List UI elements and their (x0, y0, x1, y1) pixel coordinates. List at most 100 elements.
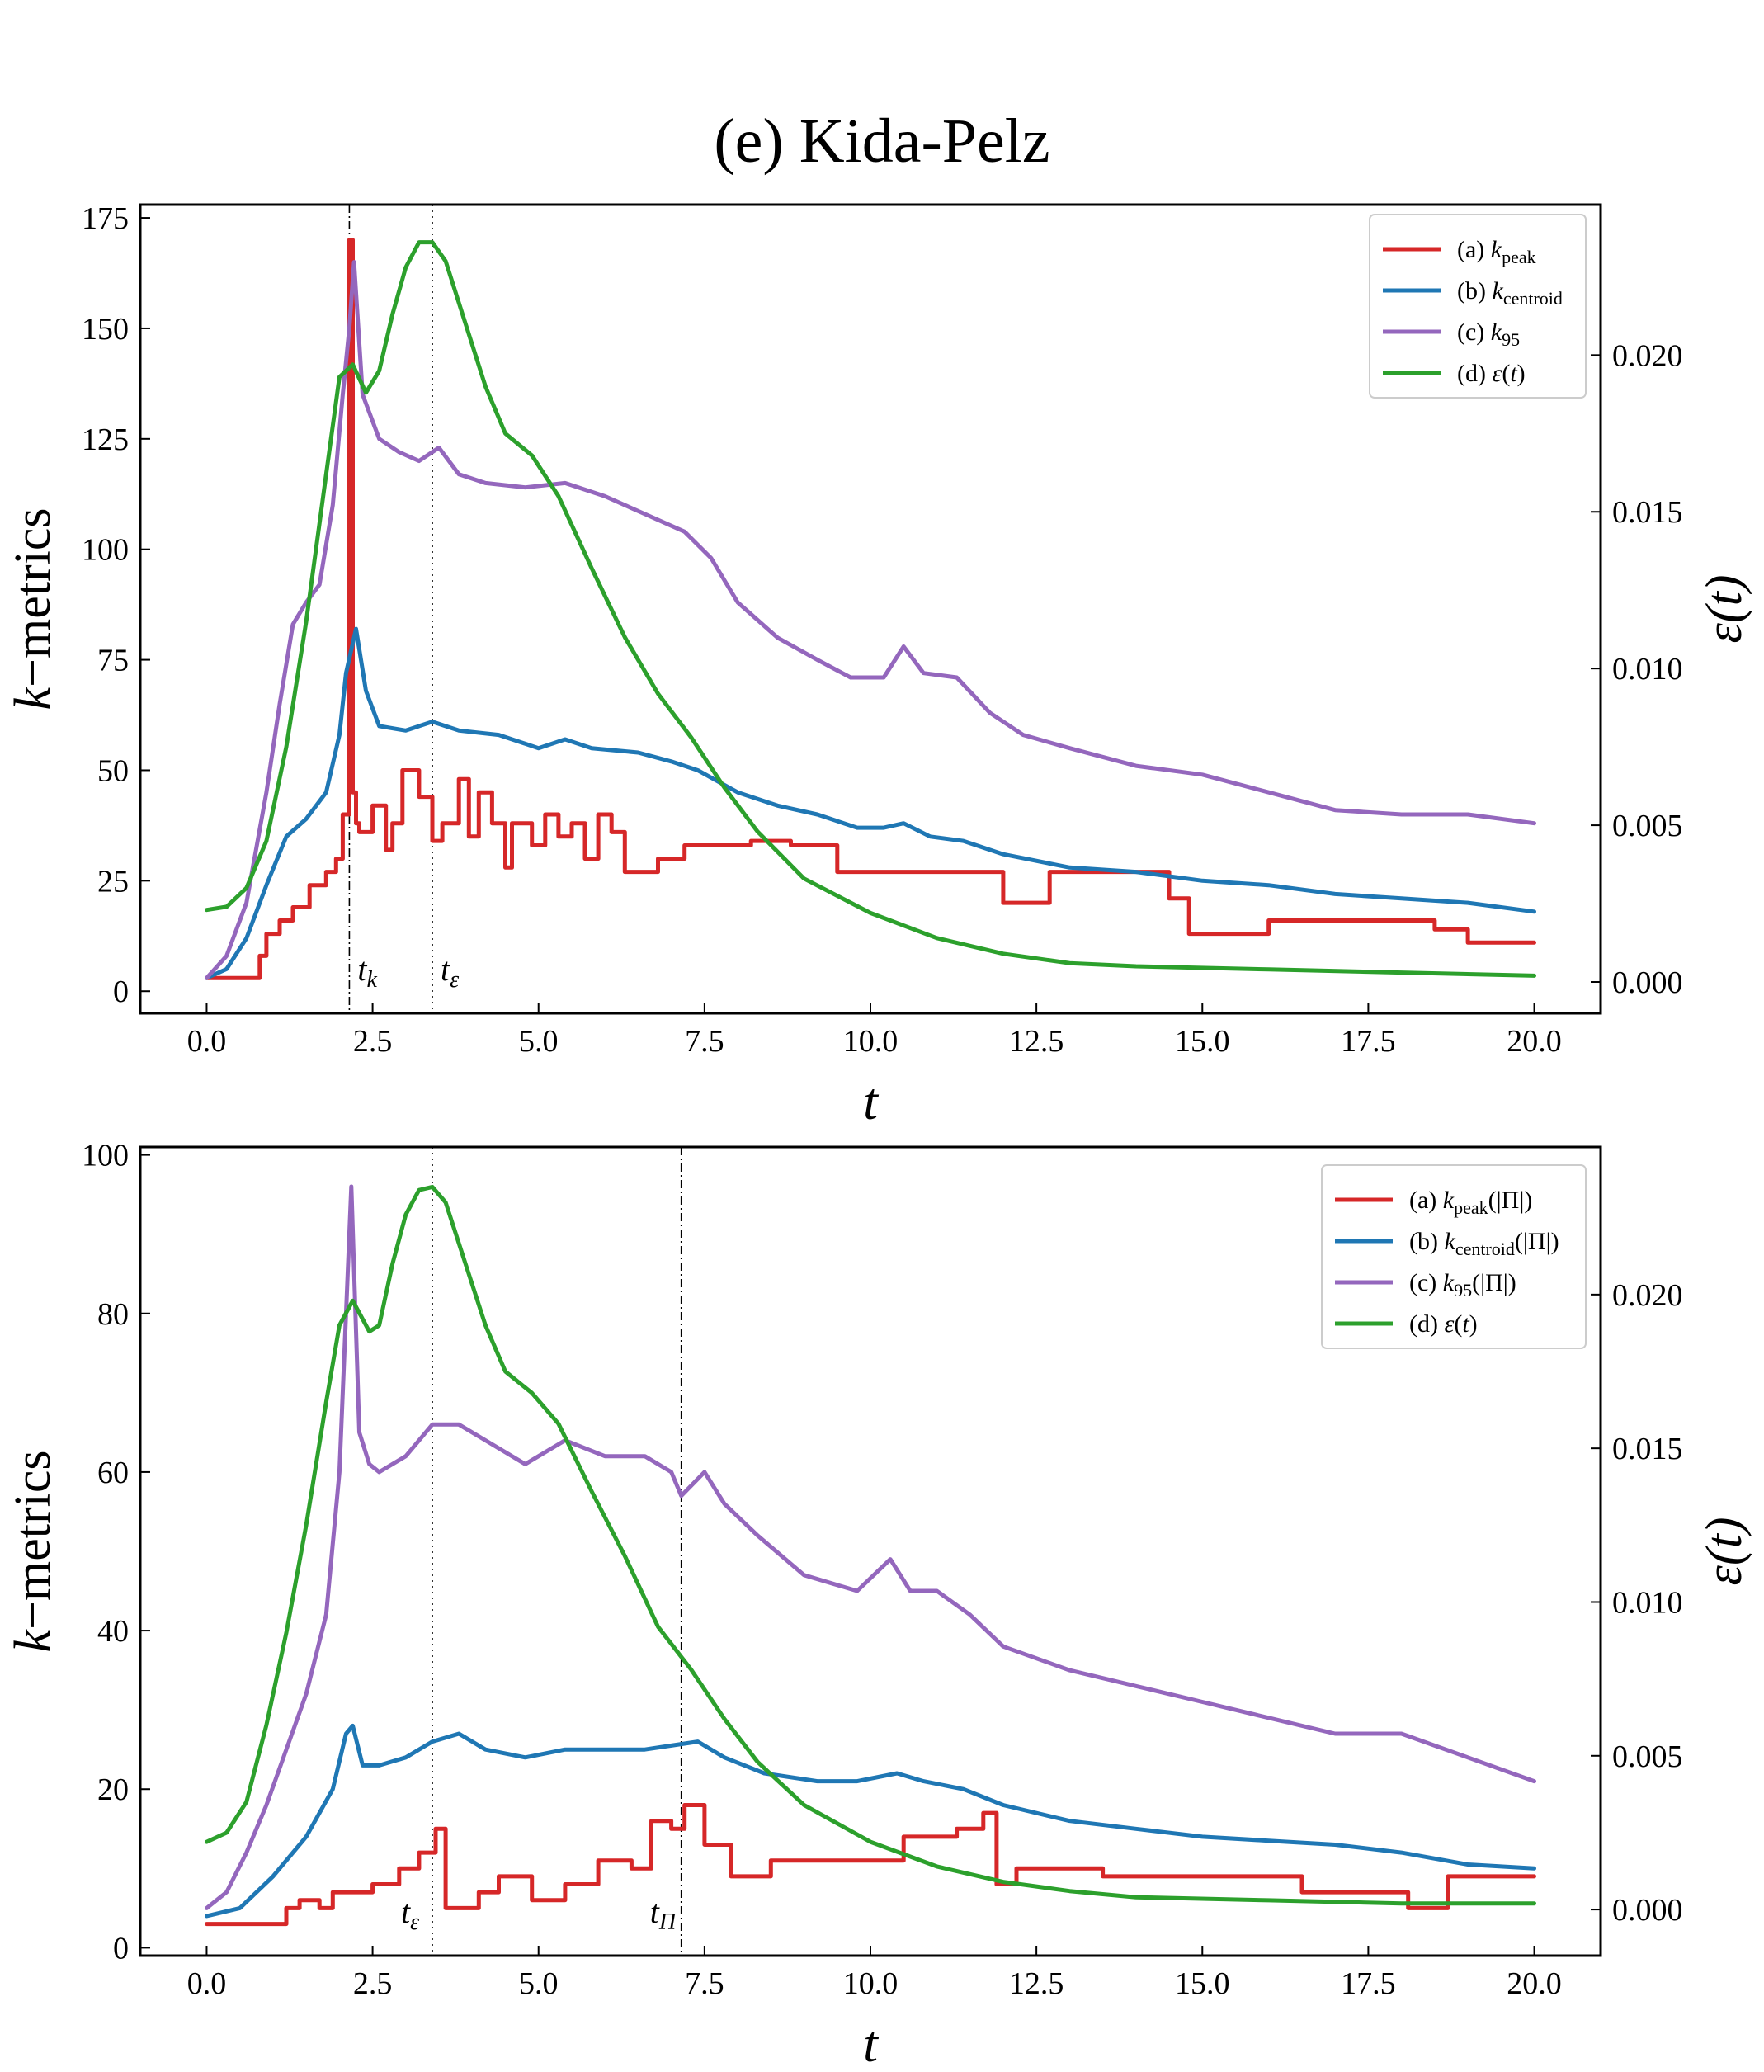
legend-subscript: 95 (1502, 329, 1520, 350)
x-tick-label: 7.5 (685, 1966, 724, 2001)
vline-annotation: tε (401, 1893, 419, 1935)
annotation-base: t (650, 1893, 660, 1930)
legend-symbol: k (1491, 319, 1502, 346)
y-tick-label: 60 (97, 1456, 129, 1490)
x-tick-label: 12.5 (1009, 1966, 1064, 2001)
figure-title: (e) Kida-Pelz (714, 106, 1050, 176)
legend-prefix: (d) (1409, 1310, 1444, 1338)
x-tick-label: 20.0 (1507, 1966, 1562, 2001)
y2-tick-label: 0.010 (1612, 652, 1683, 687)
x-axis-label: t (863, 2014, 880, 2068)
legend-subscript: centroid (1503, 288, 1563, 309)
y2-tick-label: 0.020 (1612, 1278, 1683, 1313)
legend-prefix: (a) (1457, 236, 1491, 263)
legend-prefix: (b) (1457, 277, 1492, 304)
legend-suffix: ( (1502, 360, 1510, 387)
x-tick-label: 17.5 (1341, 1966, 1396, 2001)
legend-prefix: (b) (1409, 1228, 1444, 1255)
x-tick-label: 10.0 (843, 1966, 899, 2001)
y2-tick-label: 0.010 (1612, 1585, 1683, 1620)
y-tick-label: 100 (82, 533, 129, 568)
annotation-base: t (441, 951, 450, 988)
legend-prefix: (c) (1457, 319, 1491, 346)
x-tick-label: 15.0 (1175, 1024, 1230, 1059)
y-tick-label: 0 (113, 1931, 129, 1966)
legend-label: (b) kcentroid (1457, 277, 1563, 309)
vline-annotation: tk (357, 951, 377, 993)
y2-tick-label: 0.005 (1612, 1739, 1683, 1774)
plot-area (205, 238, 1536, 980)
series-line-k95 (205, 260, 1536, 980)
legend-prefix: (d) (1457, 360, 1492, 387)
legend-suffix: (|Π|) (1472, 1269, 1516, 1296)
top-panel: 0.0 2.5 5.0 7.5 10.0 12.5 15.0 17.5 20.0 0 25 50 75 1… (5, 201, 1752, 1130)
legend-label: (c) k95 (1457, 319, 1520, 350)
legend-symbol: ε (1492, 360, 1502, 387)
x-tick-label: 12.5 (1009, 1024, 1064, 1059)
series-line-k95 (205, 1184, 1536, 1910)
annotation-base: t (357, 951, 367, 988)
y-tick-label: 25 (97, 864, 129, 899)
y2-tick-label: 0.000 (1612, 965, 1683, 1000)
y-axis-label-rest: −metrics (5, 1451, 61, 1630)
legend-label: (b) kcentroid(|Π|) (1409, 1228, 1559, 1259)
x-tick-label: 7.5 (685, 1024, 724, 1059)
vline-annotation: tΠ (650, 1893, 677, 1935)
legend-box (1369, 214, 1587, 399)
y-tick-label: 50 (97, 753, 129, 788)
legend-suffix-t: t (1510, 360, 1517, 387)
x-tick-label: 5.0 (519, 1024, 559, 1059)
legend-suffix: (|Π|) (1488, 1187, 1533, 1214)
legend-prefix: (a) (1409, 1187, 1443, 1214)
plot-area (205, 1184, 1536, 1927)
legend-label: (a) kpeak(|Π|) (1409, 1187, 1532, 1218)
annotation-sub: Π (658, 1909, 677, 1935)
y2-tick-label: 0.000 (1612, 1893, 1683, 1928)
legend-symbol: k (1492, 277, 1503, 304)
x-axis-label: t (863, 1072, 880, 1130)
legend-suffix-t: t (1462, 1310, 1469, 1338)
legend-symbol: k (1444, 1228, 1455, 1255)
y2-tick-label: 0.015 (1612, 1432, 1683, 1466)
legend-subscript: peak (1502, 247, 1536, 267)
y-tick-label: 125 (82, 422, 129, 457)
y-tick-label: 150 (82, 312, 129, 347)
y-axis-label-k: k (5, 687, 61, 710)
legend-suffix: (|Π|) (1515, 1228, 1559, 1255)
legend-label: (d) ε(t) (1457, 360, 1526, 387)
legend-symbol: k (1443, 1269, 1455, 1296)
y-axis-label-k: k (5, 1629, 61, 1653)
y-tick-label: 20 (97, 1772, 129, 1807)
legend-suffix: ( (1454, 1310, 1462, 1338)
legend-symbol: k (1443, 1187, 1455, 1214)
y-axis-label: k−metrics (5, 1451, 61, 1653)
series-line-centroid (205, 626, 1536, 980)
series-line-peak (205, 1803, 1536, 1927)
y-tick-label: 40 (97, 1614, 129, 1649)
y2-axis-label: ε(t) (1696, 575, 1752, 644)
y2-axis-label: ε(t) (1696, 1517, 1752, 1586)
series-line-eps (205, 1184, 1536, 1906)
legend-label: (c) k95(|Π|) (1409, 1269, 1516, 1300)
y-tick-label: 175 (82, 201, 129, 236)
annotation-sub: ε (450, 967, 459, 993)
y-axis-label: k−metrics (5, 508, 61, 710)
legend-label: (d) ε(t) (1409, 1310, 1478, 1338)
x-tick-label: 20.0 (1507, 1024, 1562, 1059)
legend-box (1321, 1164, 1587, 1349)
y-tick-label: 75 (97, 644, 129, 678)
annotation-base: t (401, 1893, 411, 1930)
x-tick-label: 10.0 (843, 1024, 899, 1059)
vline-annotation: tε (441, 951, 459, 993)
legend-suffix-close: ) (1469, 1310, 1478, 1338)
series-line-peak (205, 238, 1536, 980)
bottom-panel: 0.0 2.5 5.0 7.5 10.0 12.5 15.0 17.5 20.0 0 20 40 60 8… (5, 1139, 1752, 2072)
legend: (a) kpeak(|Π|)(b) kcentroid(|Π|)(c) k95(… (1321, 1164, 1587, 1349)
y-tick-label: 0 (113, 975, 129, 1009)
x-tick-label: 2.5 (353, 1966, 393, 2001)
legend-subscript: centroid (1455, 1239, 1515, 1259)
legend-symbol: ε (1444, 1310, 1454, 1338)
y-tick-label: 100 (82, 1139, 129, 1173)
